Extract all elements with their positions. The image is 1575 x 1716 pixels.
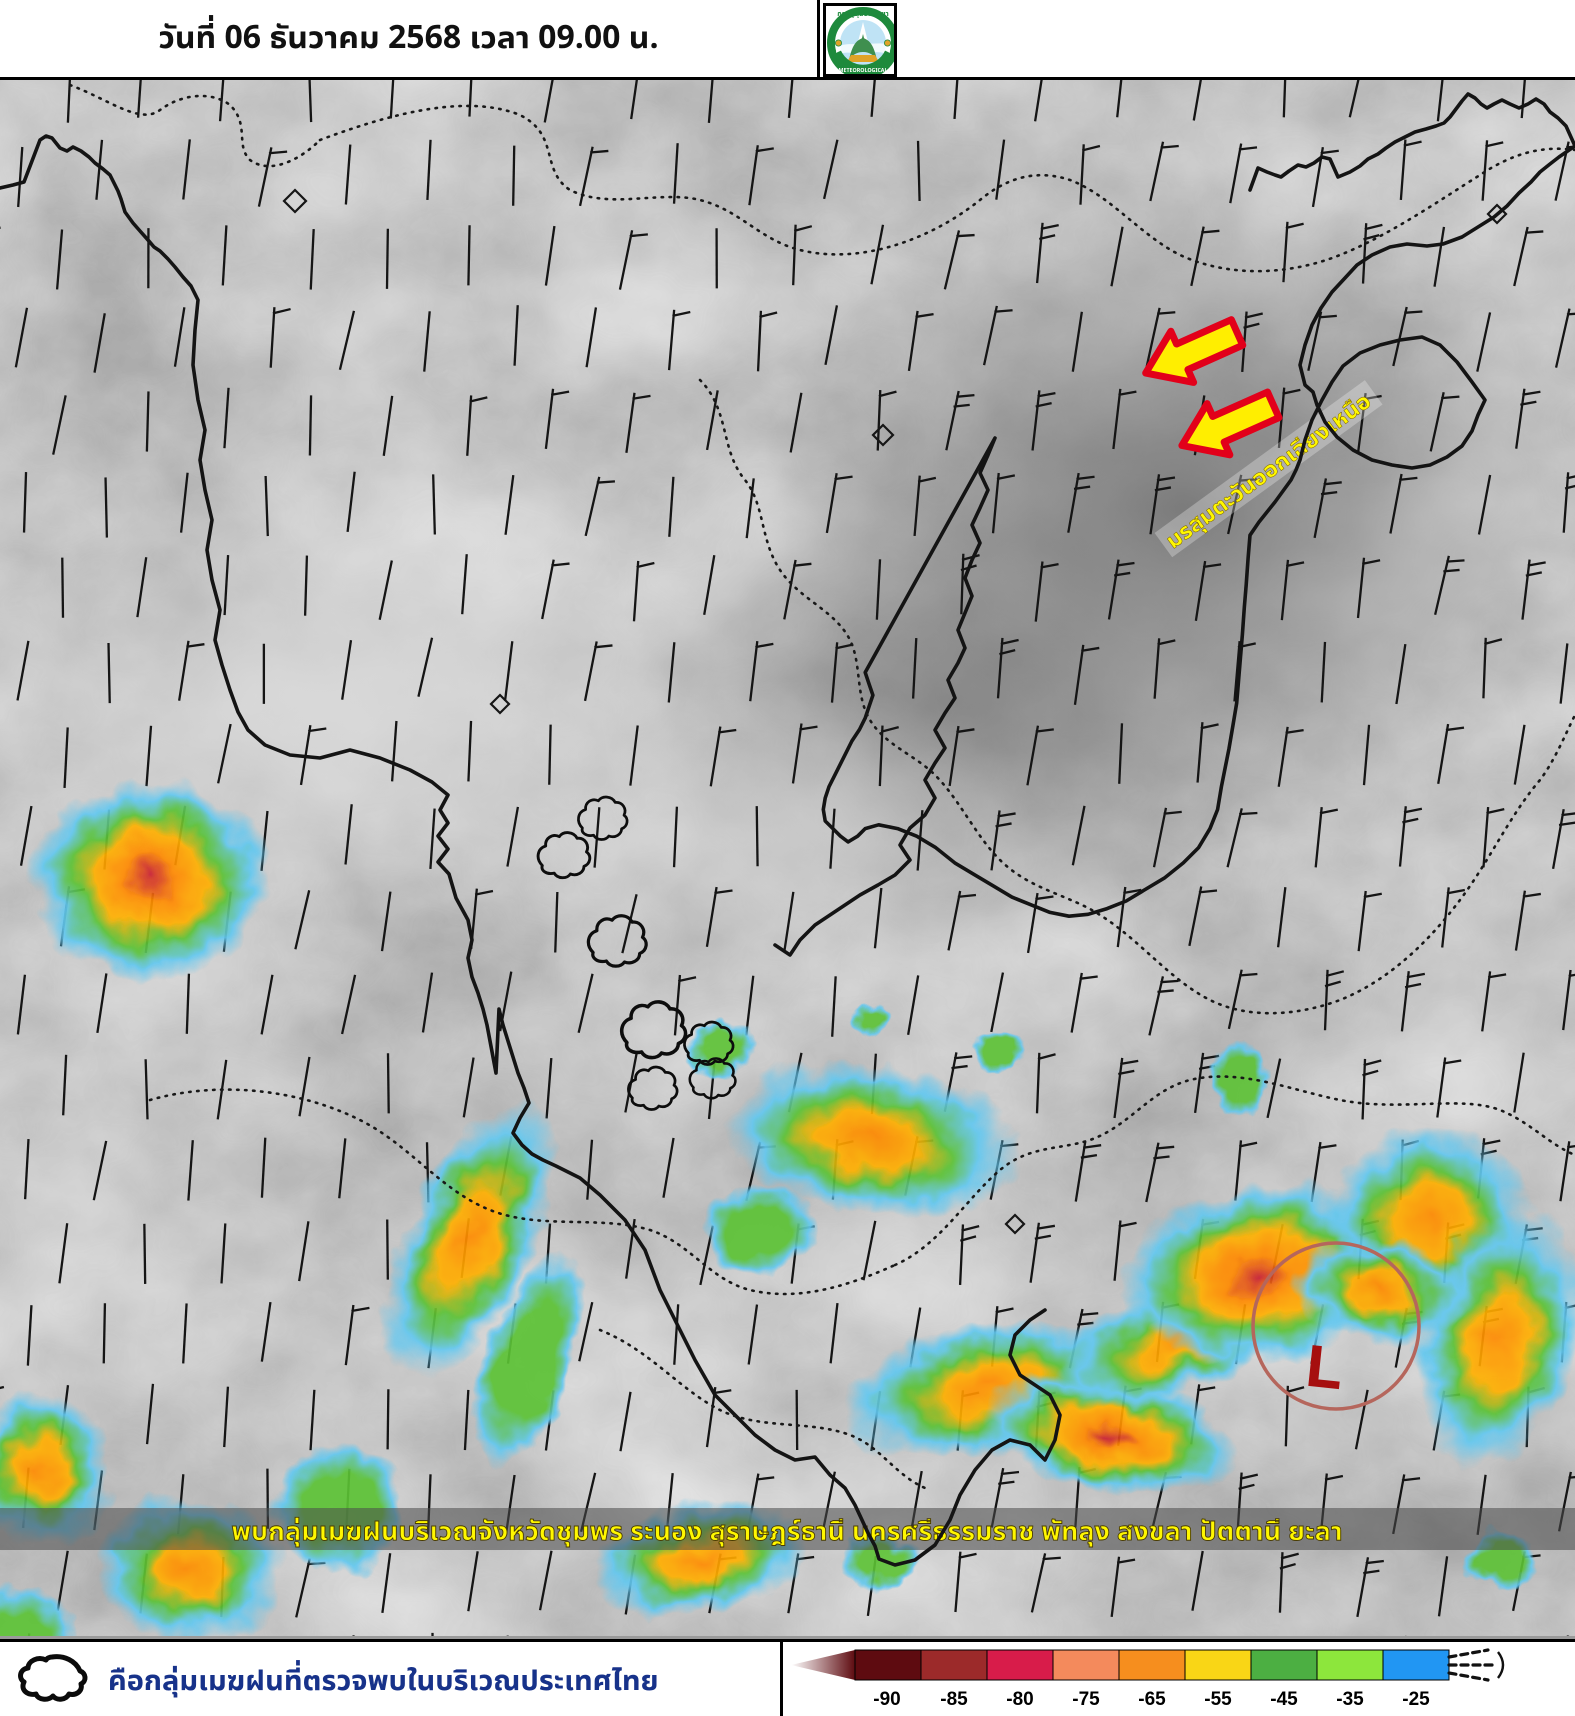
svg-text:-25: -25 (1402, 1689, 1430, 1710)
svg-text:METEOROLOGICAL: METEOROLOGICAL (839, 66, 888, 74)
svg-text:-75: -75 (1072, 1689, 1100, 1710)
svg-text:-90: -90 (873, 1689, 900, 1710)
svg-text:-65: -65 (1138, 1689, 1166, 1710)
svg-text:-35: -35 (1336, 1689, 1364, 1710)
svg-text:-85: -85 (940, 1689, 968, 1710)
svg-text:-55: -55 (1204, 1689, 1232, 1710)
svg-text:-80: -80 (1006, 1689, 1033, 1710)
svg-text:-45: -45 (1270, 1689, 1298, 1710)
svg-text:กรมอุตุนิยมวิทยา: กรมอุตุนิยมวิทยา (837, 9, 888, 19)
